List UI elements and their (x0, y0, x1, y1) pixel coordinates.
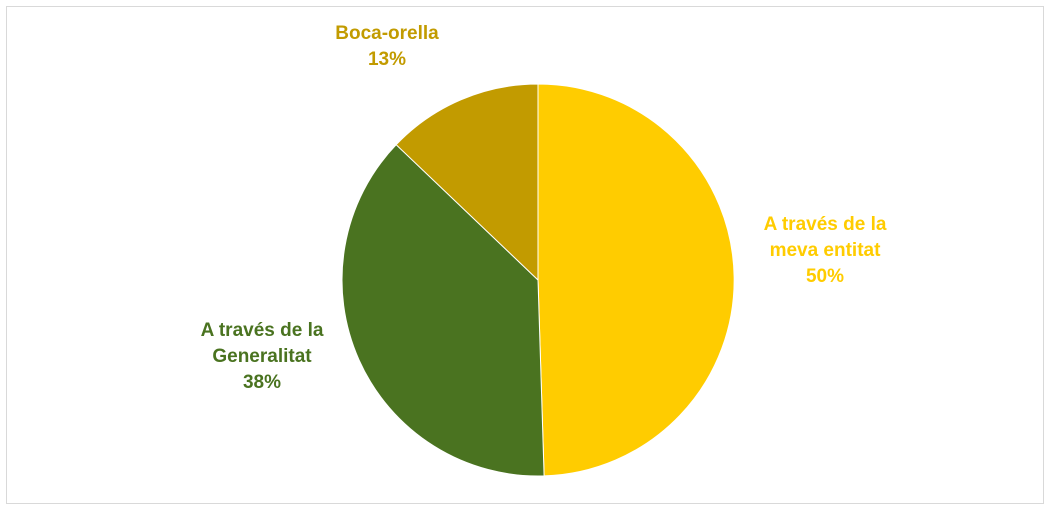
data-label-category: Boca-orella (335, 23, 439, 44)
data-label-value: 38% (243, 372, 281, 393)
pie-slice-3 (395, 83, 539, 282)
pie-slice-1 (537, 83, 735, 477)
data-label-value: 50% (806, 266, 844, 287)
pie-labels: A través de la meva entitat 50%A través de… (201, 23, 887, 393)
data-label-3: Boca-orella 13% (335, 23, 439, 70)
data-label-category: Generalitat (212, 346, 312, 367)
data-label-category: A través de la (201, 320, 324, 341)
pie-slices (341, 83, 735, 477)
data-label-value: 13% (368, 49, 406, 70)
data-label-category: meva entitat (770, 240, 882, 261)
data-label-1: A través de la meva entitat 50% (764, 214, 887, 287)
pie-slice-2 (341, 143, 545, 477)
data-label-2: A través de la Generalitat 38% (201, 320, 324, 393)
data-label-category: A través de la (764, 214, 887, 235)
